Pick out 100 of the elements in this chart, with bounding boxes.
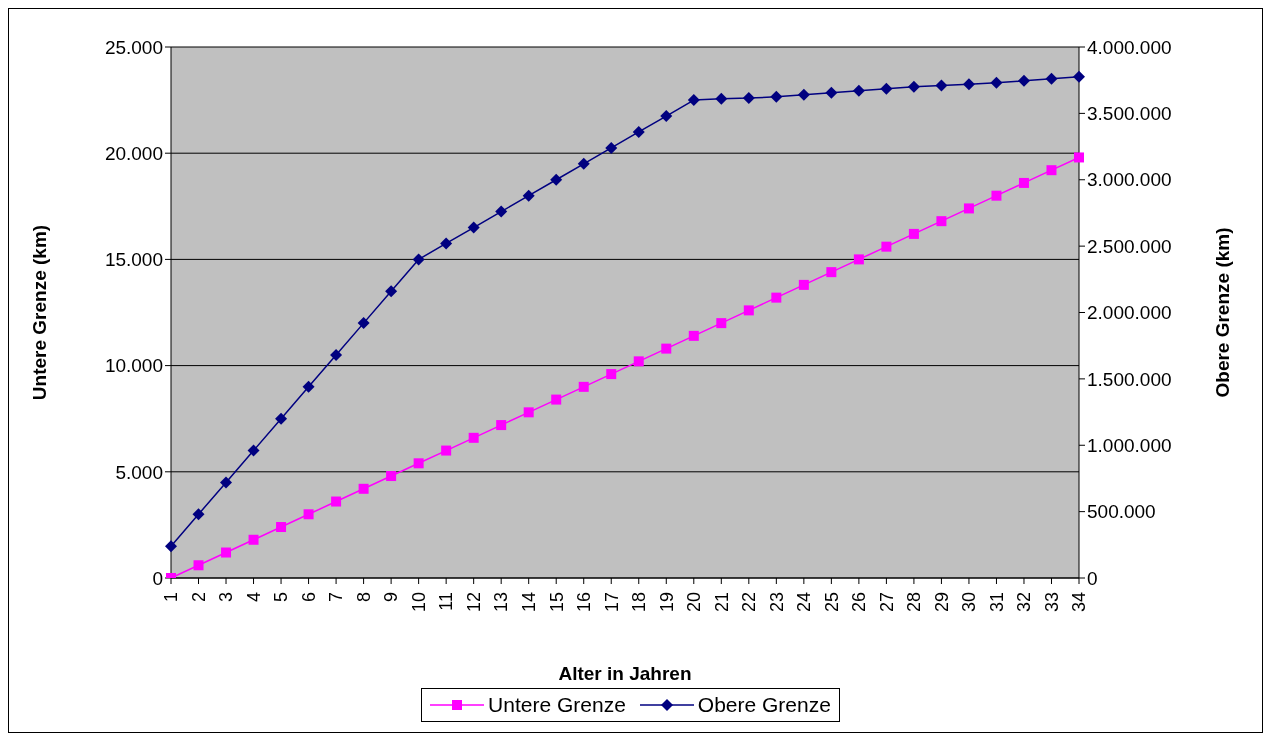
- point: [826, 267, 837, 278]
- point: [687, 94, 700, 107]
- point: [550, 173, 563, 186]
- point: [853, 254, 864, 265]
- y-axis-title: Untere Grenze (km): [28, 224, 50, 401]
- point: [247, 444, 260, 457]
- y-tick-label: 20.000: [104, 142, 163, 164]
- point: [605, 141, 618, 154]
- point: [716, 318, 727, 329]
- point: [303, 509, 314, 520]
- x-tick-label: 30: [959, 592, 980, 613]
- point: [935, 79, 948, 92]
- point: [661, 343, 672, 354]
- point: [358, 483, 369, 494]
- y2-axis-title: Obere Grenze (km): [1211, 227, 1233, 398]
- x-tick-label: 25: [821, 592, 842, 613]
- point: [908, 228, 919, 239]
- point: [386, 471, 397, 482]
- point: [357, 317, 370, 330]
- x-tick-label: 26: [849, 592, 870, 613]
- point: [963, 203, 974, 214]
- point: [496, 420, 507, 431]
- x-tick-label: 9: [381, 592, 402, 603]
- point: [1017, 74, 1030, 87]
- point: [1073, 70, 1085, 83]
- x-tick-label: 29: [931, 592, 952, 613]
- point: [302, 380, 315, 393]
- x-tick-label: 22: [739, 592, 760, 613]
- x-tick-label: 28: [904, 592, 925, 613]
- x-tick-label: 2: [188, 592, 209, 603]
- y-tick-label: 25.000: [104, 36, 163, 58]
- legend-label: Untere Grenze: [487, 693, 626, 717]
- legend-label: Obere Grenze: [696, 693, 831, 717]
- point: [881, 241, 892, 252]
- point: [220, 476, 233, 489]
- point: [551, 394, 562, 405]
- x-tick-label: 6: [298, 592, 319, 603]
- point: [522, 189, 535, 202]
- x-tick-label: 7: [326, 592, 347, 603]
- point: [825, 86, 838, 99]
- point: [192, 508, 205, 521]
- x-tick-label: 13: [491, 592, 512, 613]
- y2-tick-label: 0: [1087, 567, 1098, 589]
- point: [440, 237, 453, 250]
- point: [330, 348, 343, 361]
- y2-tick-label: 3.500.000: [1087, 103, 1172, 125]
- x-tick-label: 10: [408, 592, 429, 613]
- point: [468, 432, 479, 443]
- y-tick-label: 10.000: [104, 355, 163, 377]
- y2-tick-label: 3.000.000: [1087, 169, 1172, 191]
- point: [715, 92, 728, 105]
- point: [771, 292, 782, 303]
- point: [660, 110, 673, 123]
- x-tick-label: 17: [601, 592, 622, 613]
- point: [467, 221, 480, 234]
- point: [1018, 177, 1029, 188]
- x-tick-label: 16: [574, 592, 595, 613]
- y2-tick-label: 2.500.000: [1087, 235, 1172, 257]
- point: [385, 285, 398, 298]
- point: [413, 458, 424, 469]
- point: [852, 84, 865, 97]
- y-tick-label: 0: [152, 567, 163, 589]
- y2-tick-label: 2.000.000: [1087, 302, 1172, 324]
- point: [412, 253, 425, 266]
- x-tick-label: 15: [546, 592, 567, 613]
- point: [770, 90, 783, 103]
- point: [907, 80, 920, 93]
- point: [633, 356, 644, 367]
- point: [962, 78, 975, 91]
- point: [578, 381, 589, 392]
- x-tick-label: 32: [1014, 592, 1035, 613]
- x-tick-label: 31: [986, 592, 1007, 613]
- point: [276, 522, 287, 533]
- x-tick-label: 14: [519, 592, 539, 613]
- x-tick-label: 27: [876, 592, 897, 613]
- x-tick-label: 3: [216, 592, 237, 603]
- y2-tick-label: 1.000.000: [1087, 434, 1172, 456]
- x-tick-label: 21: [711, 592, 732, 613]
- point: [495, 205, 508, 218]
- point: [1046, 165, 1057, 176]
- point: [880, 82, 893, 95]
- point: [275, 412, 288, 425]
- y2-tick-label: 500.000: [1087, 501, 1156, 523]
- point: [606, 369, 617, 380]
- point: [193, 560, 204, 571]
- point: [798, 279, 809, 290]
- x-tick-label: 33: [1041, 592, 1062, 613]
- y2-tick-label: 1.500.000: [1087, 368, 1172, 390]
- x-tick-label: 12: [463, 592, 484, 613]
- point: [331, 496, 342, 507]
- point: [743, 305, 754, 316]
- x-tick-label: 20: [684, 592, 705, 613]
- point: [991, 190, 1002, 201]
- y-tick-label: 5.000: [115, 461, 163, 483]
- point: [797, 88, 810, 101]
- y-tick-label: 15.000: [104, 249, 163, 271]
- x-axis-title: Alter in Jahren: [558, 663, 692, 684]
- x-tick-label: 5: [271, 592, 292, 603]
- point: [441, 445, 452, 456]
- x-tick-label: 4: [243, 592, 264, 603]
